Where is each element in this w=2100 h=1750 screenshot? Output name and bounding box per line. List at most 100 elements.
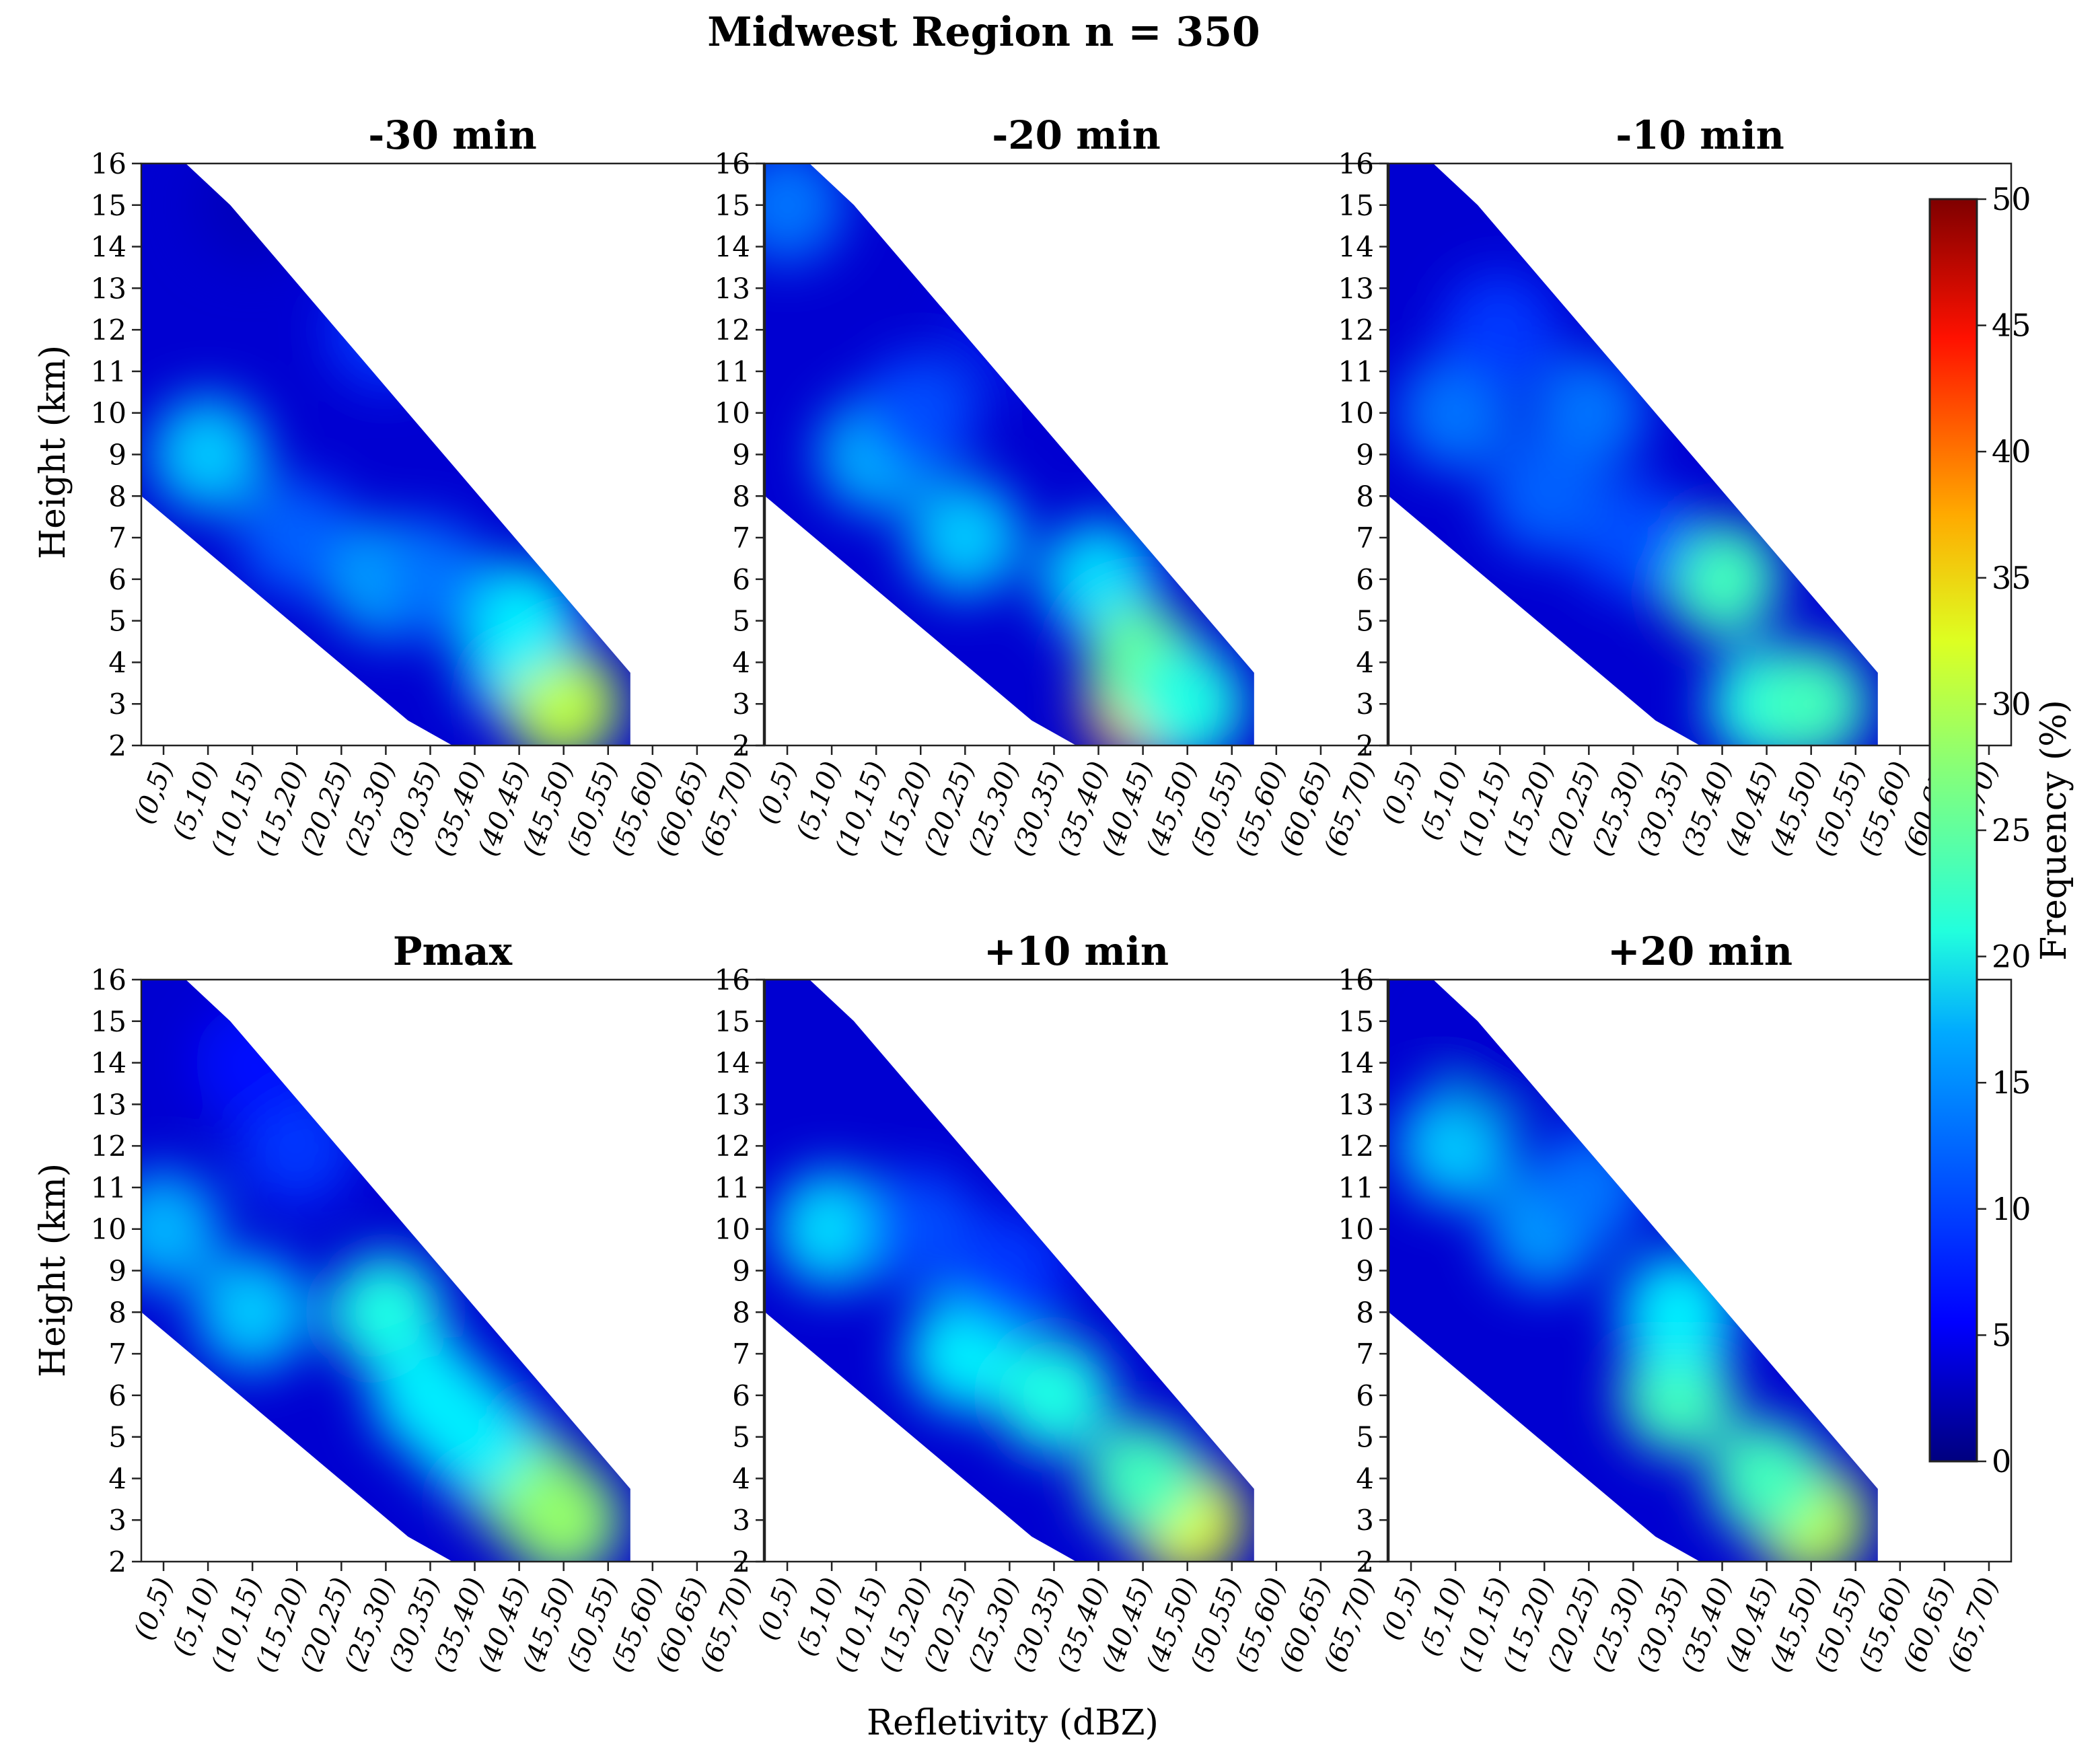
y-tick-label: 13: [91, 272, 126, 305]
heatmap-peak: [417, 1379, 533, 1496]
y-tick-label: 9: [1356, 439, 1374, 472]
y-tick-label: 9: [1356, 1255, 1374, 1288]
y-tick-label: 2: [108, 729, 126, 762]
y-axis-label-top: Height (km): [33, 345, 73, 559]
colorbar-tick-label: 40: [1992, 433, 2031, 470]
y-tick-label: 2: [732, 1545, 750, 1578]
colorbar-ticks: 0 5 10 15 20 25 30 35 40 45 50: [1977, 181, 2031, 1480]
colorbar-tick-label: 20: [1992, 939, 2031, 975]
y-tick-label: 8: [108, 480, 126, 513]
heatmap-panel-4: Pmax2345678910111213141516(0,5)(5,10)(10…: [91, 928, 765, 1676]
y-tick-label: 14: [1338, 231, 1374, 264]
y-tick-label: 7: [1356, 1338, 1374, 1371]
y-tick-label: 5: [1356, 1421, 1374, 1454]
y-tick-label: 11: [715, 1171, 750, 1204]
panel-title: -20 min: [992, 112, 1161, 158]
heatmap-peak: [996, 1337, 1112, 1454]
y-tick-label: 14: [91, 1047, 126, 1080]
y-tick-label: 2: [732, 729, 750, 762]
heatmap-peak: [141, 1171, 221, 1288]
y-tick-label: 2: [1356, 1545, 1374, 1578]
heatmap-panel-5: +10 min2345678910111213141516(0,5)(5,10)…: [715, 928, 1389, 1676]
colorbar-label: Frequency (%): [2034, 700, 2074, 961]
x-tick-label: (0,5): [129, 1574, 180, 1644]
heatmap-peak: [1575, 479, 1692, 596]
y-tick-label: 7: [732, 521, 750, 554]
heatmap-peak: [194, 1253, 311, 1371]
y-tick-label: 14: [91, 231, 126, 264]
y-tick-label: 2: [108, 1545, 126, 1578]
panel-title: Pmax: [393, 928, 513, 974]
y-tick-label: 16: [715, 963, 750, 996]
y-tick-label: 3: [732, 688, 750, 721]
heatmap-peak: [150, 396, 266, 513]
colorbar-tick-label: 0: [1992, 1443, 2011, 1480]
heatmap-peak: [505, 1461, 622, 1562]
y-tick-label: 14: [1338, 1047, 1374, 1080]
y-tick-label: 3: [1356, 1504, 1374, 1537]
y-tick-label: 8: [1356, 480, 1374, 513]
y-tick-label: 7: [108, 1338, 126, 1371]
colorbar-tick-label: 15: [1992, 1064, 2031, 1101]
colorbar-tick-label: 50: [1992, 181, 2031, 217]
heatmap-peak: [1085, 1420, 1201, 1537]
y-tick-label: 16: [1338, 147, 1374, 180]
y-axis-label-bottom: Height (km): [33, 1163, 73, 1377]
heatmap-panel-3: -10 min2345678910111213141516(0,5)(5,10)…: [1338, 112, 2013, 860]
y-tick-label: 15: [715, 189, 750, 222]
y-tick-label: 16: [91, 147, 126, 180]
y-tick-label: 5: [108, 605, 126, 638]
y-tick-label: 7: [1356, 521, 1374, 554]
y-tick-label: 6: [732, 1379, 750, 1412]
y-tick-label: 8: [1356, 1296, 1374, 1329]
x-tick-label: (0,5): [129, 758, 180, 828]
x-tick-label: (0,5): [752, 1574, 803, 1644]
y-tick-label: 6: [108, 1379, 126, 1412]
y-tick-label: 15: [1338, 1005, 1374, 1038]
panels-group: -30 min2345678910111213141516(0,5)(5,10)…: [91, 112, 2013, 1676]
y-tick-label: 6: [1356, 1379, 1374, 1412]
x-tick-label: (0,5): [1376, 758, 1427, 828]
y-tick-label: 9: [732, 1255, 750, 1288]
heatmap-peak: [239, 479, 355, 596]
y-tick-label: 8: [732, 1296, 750, 1329]
y-tick-label: 3: [108, 1504, 126, 1537]
y-tick-label: 13: [715, 272, 750, 305]
figure-title: Midwest Region n = 350: [707, 9, 1260, 56]
y-tick-label: 4: [732, 646, 750, 679]
heatmap-peak: [1664, 521, 1780, 638]
y-tick-label: 10: [91, 397, 126, 430]
y-tick-label: 10: [91, 1213, 126, 1246]
heatmap-peak: [863, 1171, 979, 1288]
y-tick-label: 11: [715, 355, 750, 388]
y-tick-label: 11: [91, 355, 126, 388]
y-tick-label: 10: [1338, 397, 1374, 430]
y-tick-label: 13: [1338, 1088, 1374, 1121]
y-tick-label: 7: [732, 1338, 750, 1371]
colorbar: 0 5 10 15 20 25 30 35 40 45 50 Frequency (%): [1928, 181, 2074, 1480]
heatmap-peak: [1753, 645, 1869, 745]
panel-title: -30 min: [368, 112, 537, 158]
heatmap-peak: [1442, 271, 1558, 388]
y-tick-label: 16: [715, 147, 750, 180]
y-tick-label: 4: [108, 646, 126, 679]
y-tick-label: 4: [1356, 1462, 1374, 1495]
y-tick-label: 9: [108, 439, 126, 472]
y-tick-label: 15: [715, 1005, 750, 1038]
heatmap-peak: [907, 479, 1023, 596]
heatmap-peak: [372, 521, 488, 638]
y-tick-label: 13: [715, 1088, 750, 1121]
y-tick-label: 15: [91, 1005, 126, 1038]
heatmap-peak: [1486, 437, 1603, 554]
y-tick-label: 16: [1338, 963, 1374, 996]
y-tick-label: 6: [108, 563, 126, 596]
y-tick-label: 5: [732, 605, 750, 638]
y-tick-label: 8: [108, 1296, 126, 1329]
y-tick-label: 9: [108, 1255, 126, 1288]
heatmap-panel-2: -20 min2345678910111213141516(0,5)(5,10)…: [715, 112, 1389, 860]
y-tick-label: 5: [1356, 605, 1374, 638]
x-tick-label: (0,5): [1376, 1574, 1427, 1644]
heatmap-peak: [1129, 645, 1245, 745]
y-tick-label: 6: [1356, 563, 1374, 596]
y-tick-label: 7: [108, 521, 126, 554]
